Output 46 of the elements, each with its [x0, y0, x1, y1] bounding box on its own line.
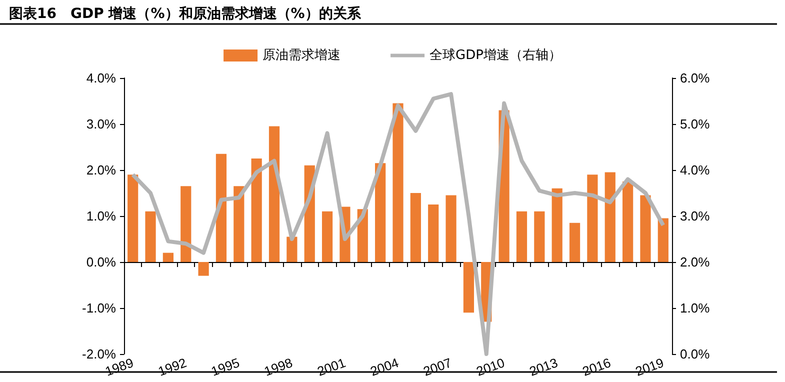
- bar: [463, 262, 474, 313]
- bar: [375, 163, 386, 262]
- bar: [268, 126, 280, 262]
- bar: [640, 195, 651, 262]
- bar: [216, 154, 227, 262]
- bar: [162, 252, 174, 262]
- bar: [446, 195, 456, 262]
- bar: [251, 158, 262, 262]
- line-series: [130, 92, 666, 356]
- x-tick-label: 2004: [368, 354, 401, 379]
- bar: [322, 211, 333, 262]
- y-tick-label: -1.0%: [82, 300, 116, 316]
- bar: [587, 174, 598, 262]
- y-tick-label: 4.0%: [86, 70, 116, 86]
- y2-tick-label: 6.0%: [680, 70, 710, 86]
- bar: [428, 204, 439, 262]
- y2-tick-label: 2.0%: [680, 254, 710, 270]
- y2-tick-label: 0.0%: [680, 346, 710, 362]
- legend-label: 原油需求增速: [262, 48, 341, 63]
- y2-tick-label: 5.0%: [680, 116, 710, 132]
- bar: [658, 218, 668, 262]
- y2-tick-label: 3.0%: [680, 208, 710, 224]
- bar: [534, 211, 545, 262]
- bar: [516, 211, 528, 262]
- y-tick-label: -2.0%: [82, 346, 116, 362]
- y2-tick-label: 4.0%: [680, 162, 710, 178]
- bar: [286, 236, 298, 262]
- bar: [410, 193, 421, 262]
- chart-title: 图表16 GDP 增速（%）和原油需求增速（%）的关系: [9, 5, 362, 22]
- bar: [392, 103, 404, 262]
- bar: [569, 222, 580, 262]
- y-tick-label: 0.0%: [86, 254, 116, 270]
- x-tick-label: 1998: [262, 354, 294, 379]
- bar: [604, 172, 616, 262]
- bar: [180, 186, 192, 262]
- y-tick-label: 1.0%: [86, 208, 116, 224]
- bar: [145, 211, 156, 262]
- y-tick-label: 2.0%: [86, 162, 116, 178]
- legend-label: 全球GDP增速（右轴）: [430, 48, 562, 63]
- bar: [552, 188, 562, 262]
- bar: [622, 182, 634, 262]
- bar: [128, 174, 138, 262]
- y2-tick-label: 1.0%: [680, 300, 710, 316]
- y-tick-label: 3.0%: [86, 116, 116, 132]
- bar: [198, 262, 209, 276]
- bar: [234, 186, 244, 262]
